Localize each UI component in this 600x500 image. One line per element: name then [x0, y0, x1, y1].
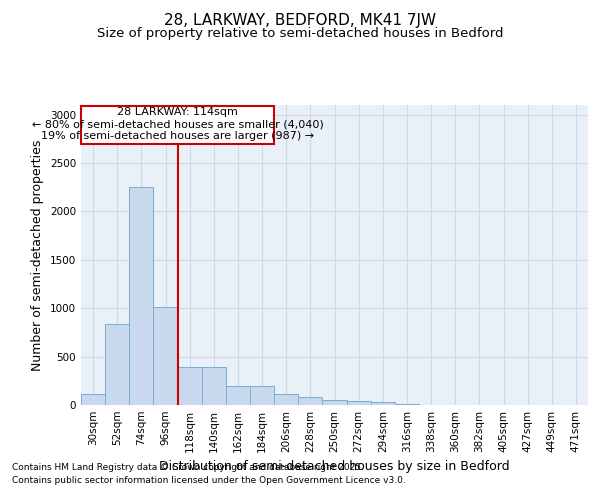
FancyBboxPatch shape — [82, 106, 274, 144]
Bar — [202, 368, 226, 405]
Bar — [274, 394, 298, 405]
Bar — [81, 394, 105, 405]
Text: Contains public sector information licensed under the Open Government Licence v3: Contains public sector information licen… — [12, 476, 406, 485]
Bar — [347, 401, 371, 405]
Text: 28 LARKWAY: 114sqm: 28 LARKWAY: 114sqm — [118, 108, 238, 118]
Text: Size of property relative to semi-detached houses in Bedford: Size of property relative to semi-detach… — [97, 28, 503, 40]
Bar — [226, 386, 250, 405]
Text: 28, LARKWAY, BEDFORD, MK41 7JW: 28, LARKWAY, BEDFORD, MK41 7JW — [164, 12, 436, 28]
X-axis label: Distribution of semi-detached houses by size in Bedford: Distribution of semi-detached houses by … — [159, 460, 510, 473]
Bar — [371, 402, 395, 405]
Bar — [105, 324, 129, 405]
Bar — [322, 400, 347, 405]
Text: ← 80% of semi-detached houses are smaller (4,040): ← 80% of semi-detached houses are smalle… — [32, 119, 323, 129]
Bar — [250, 386, 274, 405]
Text: 19% of semi-detached houses are larger (987) →: 19% of semi-detached houses are larger (… — [41, 130, 314, 140]
Bar — [395, 404, 419, 405]
Bar — [178, 368, 202, 405]
Text: Contains HM Land Registry data © Crown copyright and database right 2025.: Contains HM Land Registry data © Crown c… — [12, 462, 364, 471]
Y-axis label: Number of semi-detached properties: Number of semi-detached properties — [31, 140, 44, 370]
Bar — [129, 188, 154, 405]
Bar — [154, 308, 178, 405]
Bar — [298, 398, 322, 405]
